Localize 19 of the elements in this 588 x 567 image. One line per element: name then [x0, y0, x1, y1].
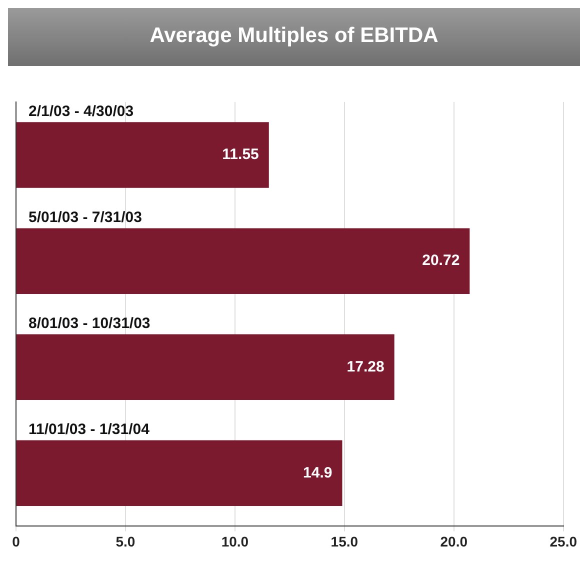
bar [16, 334, 394, 400]
y-tick-label: 2/1/03 - 4/30/03 [28, 102, 134, 120]
bar [16, 228, 470, 294]
bar [16, 440, 342, 506]
y-tick-label: 11/01/03 - 1/31/04 [28, 420, 150, 438]
data-label: 14.9 [303, 464, 332, 482]
x-tick-label: 25.0 [550, 533, 578, 550]
bar [16, 122, 269, 188]
y-tick-label: 5/01/03 - 7/31/03 [28, 208, 142, 226]
x-tick-label: 20.0 [440, 533, 468, 550]
y-tick-label: 8/01/03 - 10/31/03 [28, 314, 150, 332]
chart-title: Average Multiples of EBITDA [8, 8, 580, 66]
x-tick-label: 5.0 [116, 533, 136, 550]
x-tick-label: 0 [12, 533, 20, 550]
data-label: 17.28 [346, 358, 384, 376]
data-label: 11.55 [222, 146, 259, 164]
x-tick-label: 10.0 [221, 533, 249, 550]
data-label: 20.72 [422, 252, 460, 270]
x-tick-label: 15.0 [330, 533, 358, 550]
